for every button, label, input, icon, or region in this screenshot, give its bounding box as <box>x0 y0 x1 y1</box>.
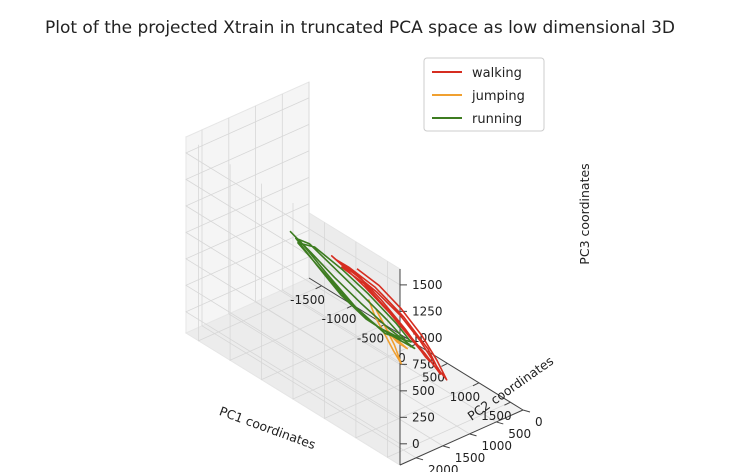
legend-label-jumping: jumping <box>471 89 525 104</box>
y-tick-label: 0 <box>535 415 543 429</box>
x-tick <box>441 362 448 367</box>
grid-line-x <box>261 183 385 381</box>
grid-line-x <box>229 164 354 361</box>
grid-line-y <box>281 94 497 423</box>
legend: walking jumping running <box>423 57 545 132</box>
legend-label-walking: walking <box>472 66 522 81</box>
x-axis-label: PC1 coordinates <box>217 403 317 452</box>
grid-line-y <box>228 117 444 447</box>
y-tick <box>442 445 450 449</box>
legend-box <box>423 57 545 132</box>
grid-line-y <box>201 129 417 459</box>
grid-line-z <box>185 177 401 365</box>
series-line-walking <box>330 255 448 381</box>
grid-line-z <box>185 256 401 445</box>
z-tick-label: 1500 <box>412 278 443 292</box>
y-tick-label: 1500 <box>455 451 486 465</box>
x-tick <box>315 285 322 290</box>
z-tick-label: 1250 <box>412 304 443 318</box>
z-axis-label: PC3 coordinates <box>577 163 592 264</box>
x-tick-label: -1000 <box>322 312 357 326</box>
legend-label-running: running <box>472 112 522 127</box>
x-tick-label: 1500 <box>481 409 512 423</box>
grid-line-x <box>198 144 322 342</box>
y-axis-line <box>399 409 524 466</box>
y-tick-label: 1000 <box>482 439 513 453</box>
grid-line-x <box>292 203 417 400</box>
x-tick-label: 500 <box>422 370 445 384</box>
grid-line-z <box>185 97 401 286</box>
x-tick-label: -500 <box>357 332 384 346</box>
grid-line-z <box>185 203 401 392</box>
x-tick <box>472 382 480 387</box>
x-tick-label: 0 <box>398 351 406 365</box>
z-tick-label: 500 <box>412 384 435 398</box>
y-tick-label: 2000 <box>428 463 459 472</box>
grid-line-z <box>185 124 401 312</box>
grid-lines <box>185 82 524 459</box>
chart-title: Plot of the projected Xtrain in truncate… <box>44 18 676 38</box>
z-tick-label: 250 <box>412 410 435 424</box>
z-tick-label: 0 <box>412 437 420 451</box>
y-tick <box>415 457 424 461</box>
y-tick <box>469 433 477 437</box>
y-tick-label: 500 <box>508 427 531 441</box>
y-tick <box>496 421 504 425</box>
y-tick <box>522 409 531 413</box>
x-tick <box>504 401 511 406</box>
data-series <box>289 230 448 381</box>
grid-line-z <box>185 150 401 339</box>
x-tick-label: 1000 <box>450 390 481 404</box>
series-line-running <box>289 230 416 350</box>
x-tick-label: -1500 <box>290 293 325 307</box>
grid-line-z <box>185 229 401 418</box>
